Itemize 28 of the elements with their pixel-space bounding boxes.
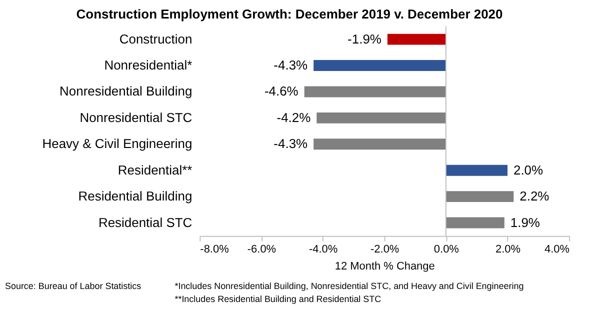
y-tick-label: Residential** xyxy=(118,162,192,178)
data-label: 2.2% xyxy=(520,188,550,204)
y-tick-label: Construction xyxy=(119,31,192,46)
y-tick-label: Nonresidential STC xyxy=(80,110,192,125)
text: *Includes Nonresidential Building, Nonresidential STC, and Heavy and Civil Engineering xyxy=(174,280,524,291)
chart-title: Construction Employment Growth: December 2019 v. December 2020 xyxy=(76,6,503,22)
x-axis-title: 12 Month % Change xyxy=(334,260,435,272)
data-label: -4.2% xyxy=(276,110,312,125)
y-tick-label: Residential STC xyxy=(98,214,192,230)
source-note: Source: Bureau of Labor Statistics xyxy=(4,280,142,291)
y-tick-label: Heavy & Civil Engineering xyxy=(42,136,192,152)
data-label: 1.9% xyxy=(510,214,540,230)
data-label: -1.9% xyxy=(348,31,382,46)
x-tick-label: 2.0% xyxy=(495,243,521,256)
data-label: -4.6% xyxy=(264,84,299,99)
x-tick-label: -2.0% xyxy=(370,243,400,256)
text: **Includes Residential Building and Residential STC xyxy=(174,294,382,304)
y-tick-label: Nonresidential* xyxy=(104,58,192,73)
x-tick-label: -6.0% xyxy=(247,243,276,256)
x-tick-label: -8.0% xyxy=(200,243,230,256)
data-label: -4.3% xyxy=(274,136,308,152)
y-tick-label: Nonresidential Building xyxy=(60,84,192,99)
x-tick-label: 0.0% xyxy=(434,243,460,256)
data-label: 2.0% xyxy=(513,162,544,178)
y-tick-label: Residential Building xyxy=(78,188,192,204)
x-tick-label: -4.0% xyxy=(308,243,338,256)
x-tick-label: 4.0% xyxy=(544,243,570,256)
data-label: -4.3% xyxy=(274,58,308,73)
